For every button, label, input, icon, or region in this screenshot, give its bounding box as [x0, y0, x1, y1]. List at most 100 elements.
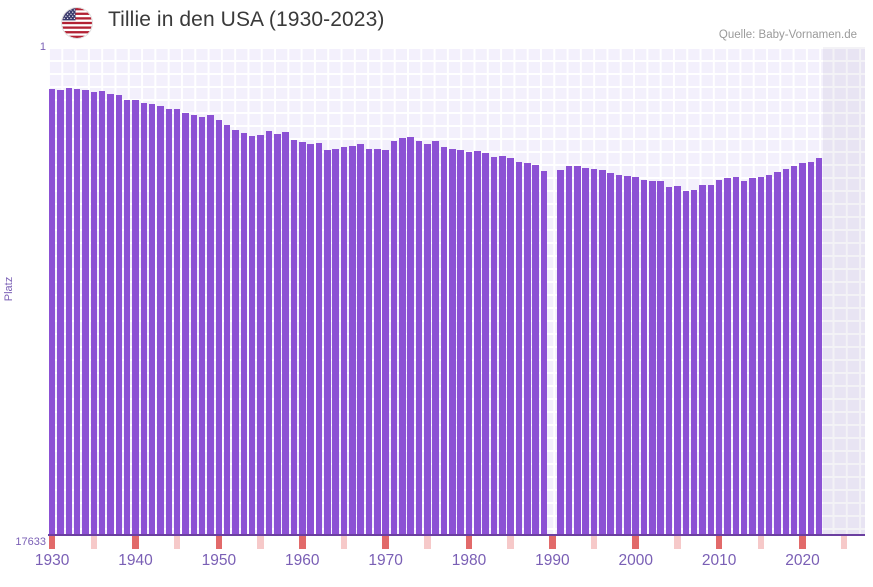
y-axis-bottom-label: 17633: [15, 536, 46, 548]
bar-1931[interactable]: [57, 89, 64, 534]
bar-1937[interactable]: [107, 94, 114, 534]
bar-2007[interactable]: [690, 190, 698, 534]
bar-1971[interactable]: [390, 141, 398, 534]
bar-1979[interactable]: [457, 150, 464, 534]
bar-1984[interactable]: [499, 155, 506, 534]
bar-1953[interactable]: [240, 132, 248, 534]
bar-1973[interactable]: [407, 137, 414, 534]
bar-1987[interactable]: [524, 163, 531, 534]
bar-1985[interactable]: [507, 158, 514, 534]
bar-1993[interactable]: [574, 165, 581, 534]
bar-1999[interactable]: [624, 176, 631, 534]
bar-1968[interactable]: [365, 149, 373, 534]
bar-1962[interactable]: [315, 143, 323, 534]
bar-1946[interactable]: [182, 112, 189, 534]
bar-2002[interactable]: [649, 180, 656, 534]
bar-1933[interactable]: [73, 88, 81, 534]
bar-1947[interactable]: [190, 114, 198, 534]
bar-1956[interactable]: [265, 130, 273, 534]
bar-2006[interactable]: [682, 190, 689, 534]
bar-1975[interactable]: [424, 144, 431, 534]
bar-1958[interactable]: [282, 132, 289, 534]
bar-1976[interactable]: [432, 141, 439, 534]
bar-series: [48, 47, 865, 534]
bar-1981[interactable]: [474, 150, 481, 534]
bar-1965[interactable]: [340, 147, 348, 534]
bar-1961[interactable]: [307, 144, 314, 534]
bar-1936[interactable]: [98, 90, 106, 534]
bar-1982[interactable]: [482, 153, 489, 534]
bar-1950[interactable]: [215, 119, 223, 534]
bar-2013[interactable]: [740, 180, 748, 534]
bar-1994[interactable]: [582, 167, 589, 534]
bar-1939[interactable]: [123, 99, 131, 534]
bar-1972[interactable]: [399, 138, 406, 534]
bar-1995[interactable]: [590, 168, 598, 534]
bar-1951[interactable]: [223, 125, 231, 534]
bar-1942[interactable]: [148, 104, 156, 534]
bar-2017[interactable]: [774, 171, 781, 534]
bar-1959[interactable]: [290, 139, 298, 534]
bar-1980[interactable]: [465, 151, 473, 534]
bar-1949[interactable]: [207, 114, 214, 534]
bar-1930[interactable]: [48, 89, 56, 534]
bar-2018[interactable]: [782, 168, 790, 534]
bar-2012[interactable]: [732, 177, 740, 534]
bar-1957[interactable]: [274, 133, 281, 534]
bar-1934[interactable]: [82, 90, 89, 534]
bar-2009[interactable]: [707, 185, 715, 534]
bar-2016[interactable]: [765, 174, 773, 534]
bar-1970[interactable]: [382, 149, 389, 534]
bar-2020[interactable]: [799, 162, 806, 534]
bar-2000[interactable]: [632, 177, 639, 534]
bar-1943[interactable]: [157, 105, 164, 534]
bar-1955[interactable]: [257, 135, 264, 534]
bar-2003[interactable]: [657, 181, 664, 534]
bar-1932[interactable]: [65, 88, 73, 534]
bar-1940[interactable]: [132, 100, 139, 534]
bar-1967[interactable]: [357, 144, 364, 534]
bar-1989[interactable]: [540, 170, 548, 534]
bar-1948[interactable]: [198, 116, 206, 534]
bar-1991[interactable]: [557, 169, 564, 534]
bar-1998[interactable]: [615, 174, 623, 534]
bar-2015[interactable]: [757, 176, 765, 534]
bar-1996[interactable]: [599, 170, 606, 534]
bar-2021[interactable]: [807, 162, 815, 534]
bar-2014[interactable]: [749, 178, 756, 534]
y-axis-top-label: 1: [39, 41, 46, 53]
bar-1941[interactable]: [140, 103, 148, 534]
bar-1986[interactable]: [515, 161, 523, 534]
bar-2019[interactable]: [790, 166, 798, 534]
bar-2011[interactable]: [724, 178, 731, 534]
bar-1969[interactable]: [374, 148, 381, 534]
bar-2010[interactable]: [715, 180, 723, 534]
bar-1966[interactable]: [349, 145, 356, 534]
bar-1954[interactable]: [248, 136, 256, 534]
bar-2008[interactable]: [699, 184, 706, 534]
bar-1960[interactable]: [299, 142, 306, 534]
bar-1963[interactable]: [324, 149, 331, 534]
x-axis-label-1970: 1970: [368, 552, 403, 569]
bar-1935[interactable]: [90, 92, 98, 534]
bar-1977[interactable]: [440, 146, 448, 534]
bar-2022[interactable]: [815, 158, 823, 534]
bar-1992[interactable]: [565, 166, 573, 534]
bar-1974[interactable]: [415, 141, 423, 534]
page-title: Tillie in den USA (1930-2023): [108, 8, 385, 31]
bar-2004[interactable]: [665, 186, 673, 534]
x-axis-label-2020: 2020: [785, 552, 820, 569]
bar-1938[interactable]: [115, 95, 123, 534]
x-tick-1980: [465, 536, 473, 549]
bar-2005[interactable]: [674, 186, 681, 534]
bar-1944[interactable]: [165, 109, 173, 534]
bar-1964[interactable]: [332, 149, 339, 534]
bar-1983[interactable]: [490, 156, 498, 534]
bar-1945[interactable]: [173, 108, 181, 534]
bar-1997[interactable]: [607, 172, 614, 534]
bar-1952[interactable]: [232, 129, 239, 534]
bar-1988[interactable]: [532, 164, 539, 534]
bar-1978[interactable]: [449, 148, 456, 534]
bar-2001[interactable]: [640, 180, 648, 534]
